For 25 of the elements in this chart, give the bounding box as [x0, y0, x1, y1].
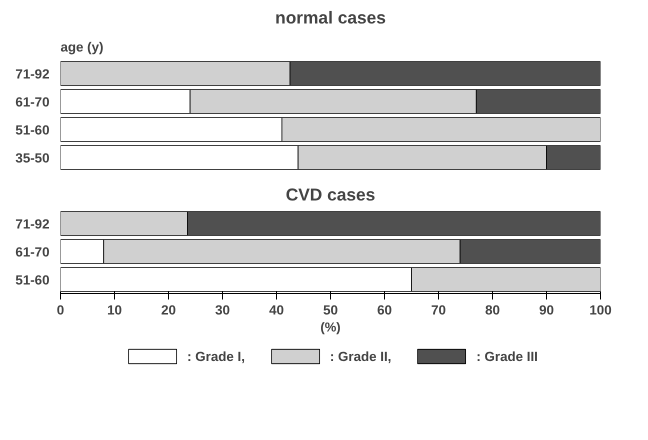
chart-title: CVD cases	[286, 184, 376, 204]
x-tick-label: 40	[269, 302, 284, 318]
y-tick-label: 51-60	[15, 272, 50, 288]
y-tick-label: 51-60	[15, 122, 50, 138]
y-tick-label: 71-92	[15, 66, 50, 82]
y-tick-label: 35-50	[15, 150, 50, 166]
x-tick-label: 70	[431, 302, 446, 318]
x-tick-label: 0	[56, 302, 64, 318]
x-tick-label: 90	[539, 302, 554, 318]
x-tick-label: 50	[323, 302, 338, 318]
x-tick-label: 60	[377, 302, 392, 318]
x-tick-label: 100	[589, 302, 612, 318]
x-axis-title: (%)	[320, 320, 341, 334]
chart-title: normal cases	[275, 8, 386, 28]
y-axis-title: age (y)	[60, 40, 104, 54]
y-tick-label: 71-92	[15, 216, 50, 232]
y-tick-label: 61-70	[15, 244, 50, 260]
x-tick-label: 80	[485, 302, 500, 318]
x-tick-label: 20	[161, 302, 176, 318]
legend-label: : Grade III	[476, 348, 538, 364]
x-tick-label: 10	[107, 302, 122, 318]
y-tick-label: 61-70	[15, 94, 50, 110]
x-tick-label: 30	[215, 302, 230, 318]
legend-label: : Grade I,	[187, 348, 245, 364]
legend-label: : Grade II,	[330, 348, 392, 364]
